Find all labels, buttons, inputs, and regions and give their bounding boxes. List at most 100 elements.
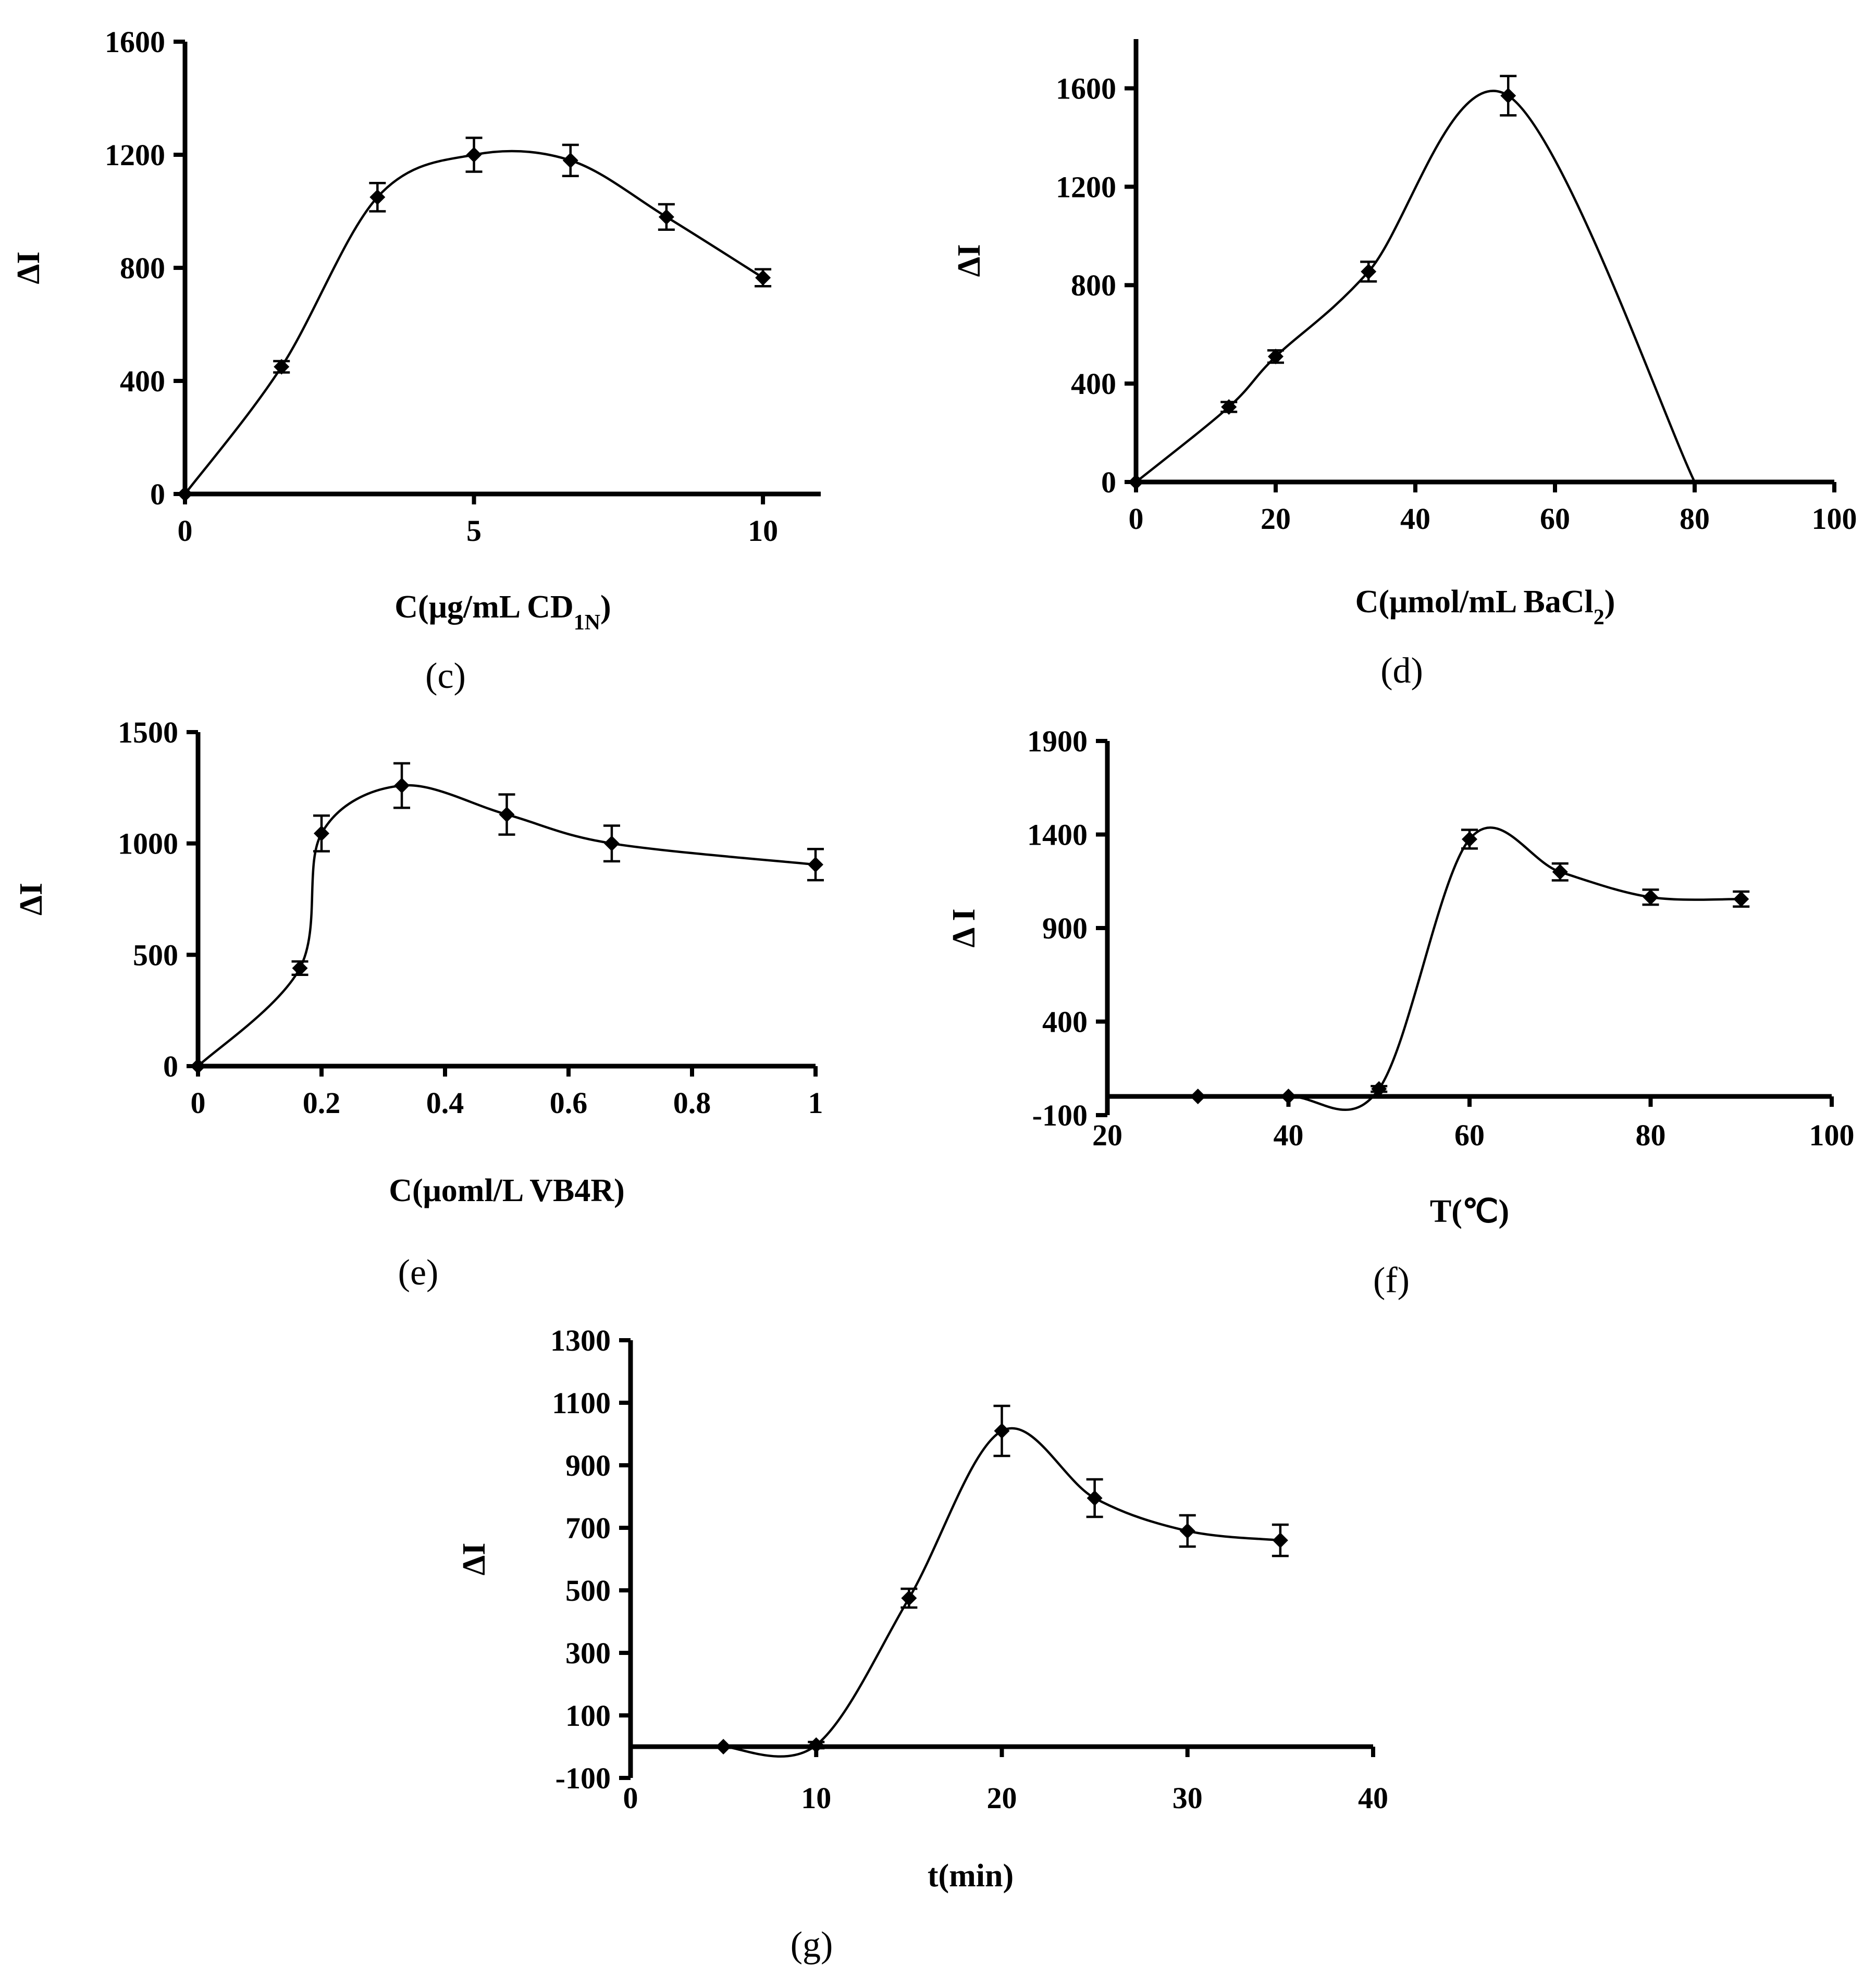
- x-tick-label: 1: [808, 1086, 823, 1120]
- data-point: [1500, 88, 1516, 104]
- panel-label: (c): [425, 656, 466, 696]
- y-axis-title: ΔI: [14, 883, 49, 916]
- x-tick-label: 40: [1274, 1118, 1304, 1152]
- data-point: [1190, 1089, 1206, 1105]
- y-tick-label: 0: [163, 1049, 178, 1083]
- x-tick-label: 40: [1400, 502, 1430, 536]
- x-tick-label: 5: [466, 514, 482, 548]
- data-point: [394, 777, 410, 794]
- data-point: [314, 825, 329, 842]
- data-point: [1128, 474, 1144, 490]
- x-tick-label: 10: [801, 1781, 831, 1815]
- data-point: [715, 1739, 732, 1754]
- data-point: [1280, 1089, 1297, 1105]
- x-axis-title: C(μg/mL CD1N): [394, 589, 611, 635]
- panel-label: (d): [1380, 651, 1423, 691]
- x-tick-label: 20: [987, 1781, 1017, 1815]
- panel-f: -100 400 900 1400 1900 20 40 60 80 100 Δ I T(℃) (f): [946, 724, 1855, 1301]
- panel-c: 0 400 800 1200 1600 0 5 10 ΔI C(μg/mL CD1N) (c): [11, 25, 821, 696]
- data-point: [1087, 1490, 1103, 1506]
- x-tick-label: 60: [1540, 502, 1570, 536]
- data-point: [1462, 831, 1477, 847]
- data-point: [1361, 264, 1377, 280]
- x-axis-title: t(min): [928, 1858, 1014, 1894]
- data-point: [1371, 1081, 1387, 1097]
- y-tick-label: 1900: [1027, 724, 1088, 758]
- y-tick-label: 900: [565, 1449, 611, 1482]
- data-point: [1221, 399, 1237, 415]
- series-line: [723, 1427, 1281, 1758]
- x-tick-label: 0: [178, 514, 193, 548]
- x-tick-label: 40: [1358, 1781, 1388, 1815]
- data-point: [1643, 889, 1659, 905]
- panel-d: 0 400 800 1200 1600 0 20 40 60 80 100 ΔI C(μmol/mL B…: [952, 39, 1857, 691]
- x-tick-label: 0: [623, 1781, 638, 1815]
- x-axis-title: C(μoml/L VB4R): [389, 1173, 625, 1208]
- x-tick-label: 10: [748, 514, 778, 548]
- data-point: [901, 1590, 917, 1606]
- y-tick-label: 500: [565, 1574, 611, 1608]
- y-tick-label: -100: [556, 1761, 611, 1795]
- y-axis-title: ΔI: [952, 244, 987, 277]
- data-point: [274, 359, 290, 375]
- x-tick-label: 0: [1129, 502, 1144, 536]
- y-tick-label: 900: [1042, 911, 1088, 945]
- y-tick-label: 800: [120, 251, 165, 285]
- x-tick-label: 0.4: [426, 1086, 464, 1120]
- y-tick-label: 700: [565, 1511, 611, 1545]
- y-tick-label: 400: [120, 364, 165, 398]
- data-point: [499, 807, 515, 823]
- data-point: [808, 1737, 824, 1753]
- y-tick-label: 300: [565, 1636, 611, 1670]
- data-point: [369, 189, 386, 205]
- x-tick-label: 0.2: [303, 1086, 341, 1120]
- y-tick-label: 400: [1042, 1005, 1088, 1039]
- data-point: [466, 147, 482, 163]
- y-axis-title: Δ I: [946, 908, 982, 947]
- data-point: [1179, 1523, 1195, 1539]
- x-axis-title: T(℃): [1430, 1194, 1509, 1229]
- data-point: [190, 1058, 206, 1074]
- y-tick-label: 1500: [118, 715, 178, 749]
- data-point: [177, 486, 193, 502]
- x-tick-label: 0.8: [673, 1086, 711, 1120]
- x-axis-title: C(μmol/mL BaCl2): [1355, 584, 1615, 629]
- x-tick-label: 30: [1172, 1781, 1203, 1815]
- y-tick-label: 1300: [550, 1324, 611, 1357]
- y-tick-label: 1400: [1027, 818, 1088, 852]
- x-tick-label: 20: [1261, 502, 1291, 536]
- x-tick-label: 80: [1680, 502, 1710, 536]
- x-tick-label: 0: [191, 1086, 206, 1120]
- data-point: [1733, 891, 1749, 907]
- y-tick-label: 0: [150, 477, 165, 511]
- series-line: [1135, 90, 1696, 483]
- data-point: [1268, 349, 1283, 365]
- panel-label: (f): [1373, 1260, 1410, 1301]
- panel-e: 0 500 1000 1500 0 0.2 0.4 0.6 0.8 1 ΔI C(μoml/L VB4…: [14, 715, 824, 1293]
- data-point: [1552, 864, 1568, 880]
- y-tick-label: 400: [1071, 367, 1116, 401]
- data-point: [755, 269, 771, 286]
- x-tick-label: 20: [1092, 1118, 1122, 1152]
- data-point: [1272, 1533, 1288, 1548]
- series-line: [1198, 826, 1742, 1111]
- x-tick-label: 100: [1812, 502, 1857, 536]
- y-tick-label: 0: [1101, 465, 1116, 499]
- data-point: [808, 857, 823, 873]
- data-point: [562, 152, 578, 168]
- x-tick-label: 80: [1636, 1118, 1666, 1152]
- x-tick-label: 0.6: [550, 1086, 588, 1120]
- y-axis-title: ΔI: [11, 252, 46, 285]
- panel-label: (g): [791, 1925, 833, 1965]
- data-point: [603, 835, 620, 851]
- panel-g: -100 100 300 500 700 900 1100 1300 0 10 20 30 40 ΔI t(…: [456, 1324, 1388, 1965]
- y-tick-label: 100: [565, 1699, 611, 1733]
- y-tick-label: 1200: [105, 138, 165, 172]
- data-point: [292, 960, 308, 976]
- series-line: [184, 150, 764, 495]
- data-point: [994, 1423, 1010, 1439]
- y-tick-label: 1000: [118, 827, 178, 861]
- data-point: [658, 209, 674, 225]
- panel-label: (e): [398, 1253, 439, 1293]
